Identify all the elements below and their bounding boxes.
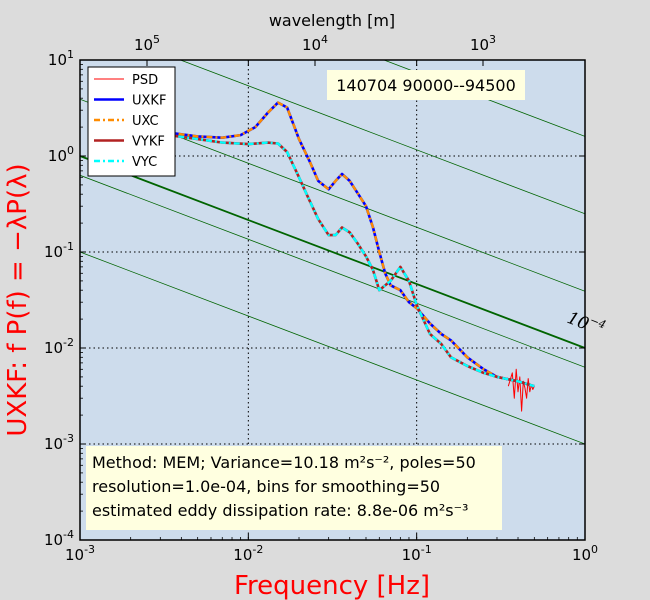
title-box: 140704 90000--94500 [327,70,525,100]
y-tick-label-exp: 1 [67,48,74,61]
annotation-box: Method: MEM; Variance=10.18 m²s⁻², poles… [86,446,502,530]
y-tick-label-exp: -3 [63,432,74,445]
y-tick-label-base: 10 [44,243,63,261]
annotation-line-2: resolution=1.0e-04, bins for smoothing=5… [92,477,440,496]
y-tick-label: 10-2 [44,336,74,357]
x-tick-label-exp: -2 [252,543,263,556]
x-tick-label-base: 10 [402,546,421,564]
top-tick-label-exp: 5 [153,33,160,46]
y-tick-label-exp: 0 [67,144,74,157]
series-line-psd [507,368,535,412]
x-tick-labels: 10-3 10-2 10-1 100 [65,60,598,564]
top-tick-label-exp: 3 [489,33,496,46]
top-tick-labels: 105 104 103 [134,33,496,66]
top-tick-label: 103 [470,33,496,54]
y-tick-label-base: 10 [44,339,63,357]
series-line-uxc [122,101,535,388]
legend: PSD UXKF UXC VYKF VYC [87,66,176,177]
legend-label-uxc: UXC [132,114,159,129]
y-tick-label-base: 10 [44,435,63,453]
x-tick-label-base: 10 [233,546,252,564]
legend-label-vyc: VYC [132,155,157,170]
guide-line [583,60,585,61]
x-tick-label-exp: -3 [84,543,95,556]
top-tick-label-base: 10 [134,36,153,54]
y-tick-label-exp: -2 [63,336,74,349]
y-tick-label-base: 10 [44,531,63,549]
y-axis-title: UXKF: f P(f) = −λP(λ) [3,163,33,436]
y-tick-label-base: 10 [48,147,67,165]
x-tick-label-base: 10 [65,546,84,564]
legend-label-uxkf: UXKF [132,94,166,109]
plot-frame [79,59,586,541]
x-axis-title: Frequency [Hz] [234,571,430,600]
y-tick-label: 100 [48,144,74,165]
top-tick-label: 105 [134,33,160,54]
top-tick-label-base: 10 [470,36,489,54]
series-layer [122,101,535,412]
x-tick-label-exp: -1 [421,543,432,556]
x-tick-label: 10-1 [402,543,432,564]
guide-line [80,251,585,445]
guide-line [382,60,585,137]
y-tick-label-base: 10 [48,51,67,69]
annotation-line-3: estimated eddy dissipation rate: 8.8e-06… [92,501,468,520]
y-tick-label-exp: -1 [63,240,74,253]
y-tick-label: 10-4 [44,528,74,549]
y-tick-label: 10-1 [44,240,74,261]
top-tick-label: 104 [302,33,328,54]
top-tick-label-exp: 4 [321,33,328,46]
y-tick-label: 101 [48,48,74,69]
x-tick-label-exp: 0 [591,543,598,556]
y-tick-label-exp: -4 [63,528,74,541]
legend-label-vykf: VYKF [132,135,165,150]
top-axis-title: wavelength [m] [269,11,395,30]
series-line-vyc [122,125,535,388]
guide-line-reference [80,155,585,349]
x-tick-label: 10-2 [233,543,263,564]
x-tick-label: 10-3 [65,543,95,564]
y-tick-label: 10-3 [44,432,74,453]
title-box-text: 140704 90000--94500 [336,76,516,95]
x-tick-label: 100 [572,543,598,564]
x-tick-label-base: 10 [572,546,591,564]
reference-label-exp: −4 [588,313,608,331]
top-tick-label-base: 10 [302,36,321,54]
legend-label-psd: PSD [132,73,158,88]
guide-line [179,60,585,215]
guide-line [80,174,585,368]
annotation-line-1: Method: MEM; Variance=10.18 m²s⁻², poles… [92,453,476,472]
